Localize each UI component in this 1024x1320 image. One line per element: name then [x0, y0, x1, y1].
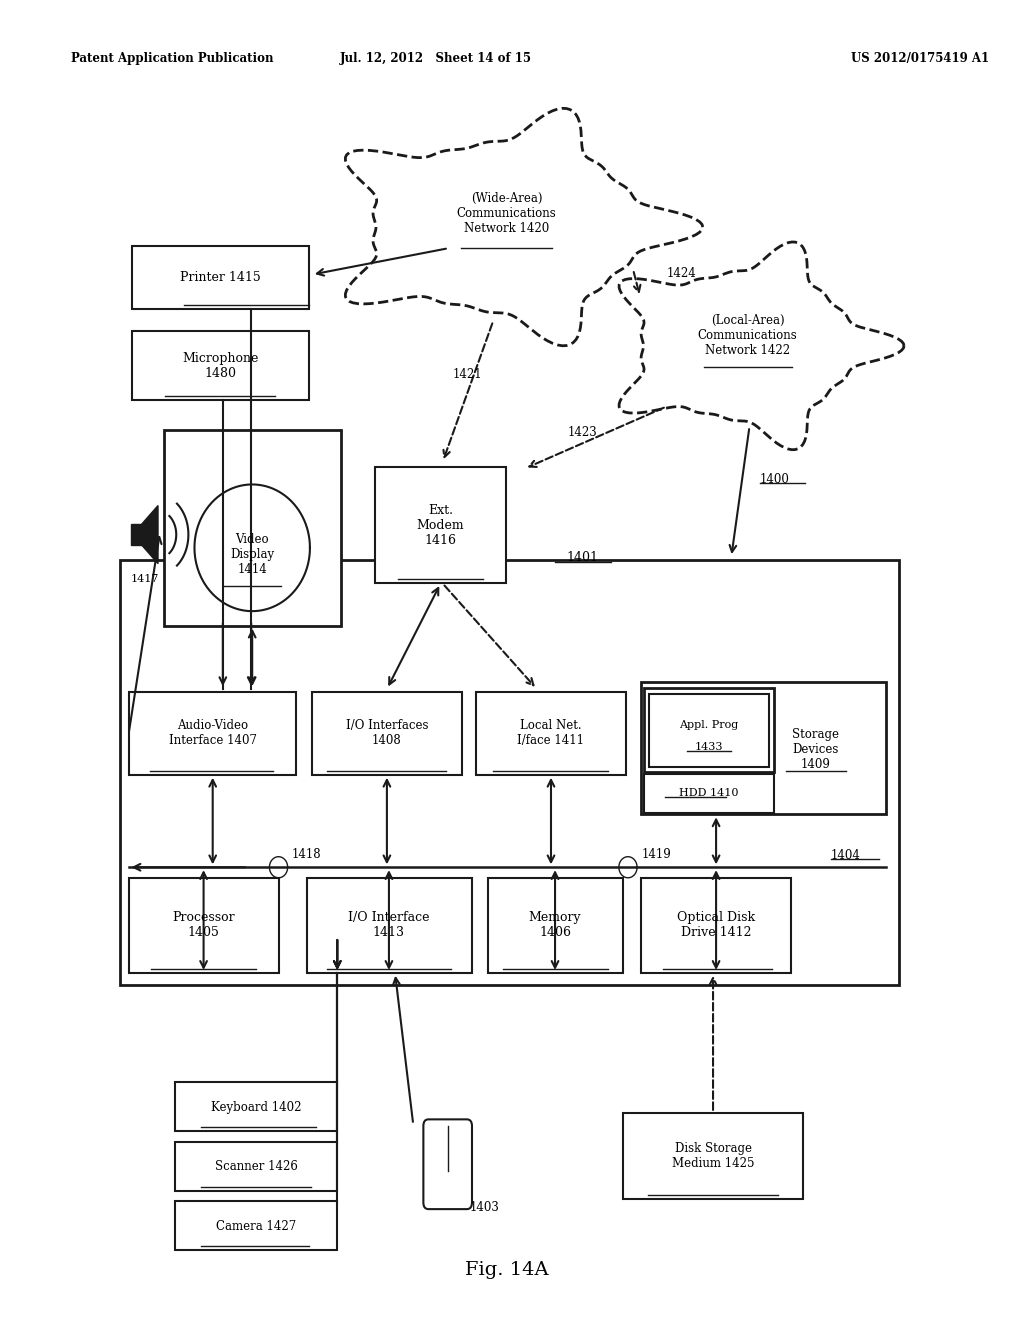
- Bar: [644, 688, 774, 772]
- Text: Storage
Devices
1409: Storage Devices 1409: [792, 729, 839, 771]
- Text: Ext.
Modem
1416: Ext. Modem 1416: [417, 504, 465, 546]
- Bar: [132, 331, 309, 400]
- Bar: [175, 1082, 337, 1131]
- Bar: [129, 692, 296, 775]
- Text: Jul. 12, 2012   Sheet 14 of 15: Jul. 12, 2012 Sheet 14 of 15: [340, 51, 531, 65]
- Text: Camera 1427: Camera 1427: [216, 1220, 296, 1233]
- Bar: [307, 878, 472, 973]
- Polygon shape: [620, 242, 904, 450]
- Text: 1424: 1424: [667, 267, 696, 280]
- Text: 1418: 1418: [292, 847, 322, 861]
- Text: Memory
1406: Memory 1406: [528, 911, 582, 940]
- Text: Keyboard 1402: Keyboard 1402: [211, 1101, 301, 1114]
- Text: Appl. Prog: Appl. Prog: [679, 719, 738, 730]
- Text: Patent Application Publication: Patent Application Publication: [71, 51, 273, 65]
- Bar: [132, 246, 309, 309]
- Text: 1400: 1400: [760, 473, 790, 486]
- Text: (Wide-Area)
Communications
Network 1420: (Wide-Area) Communications Network 1420: [457, 193, 556, 235]
- Text: 1401: 1401: [566, 550, 598, 564]
- Bar: [641, 682, 886, 814]
- Text: 1433: 1433: [694, 742, 723, 752]
- Text: Fig. 14A: Fig. 14A: [465, 1261, 548, 1279]
- Text: 1421: 1421: [453, 368, 482, 381]
- Bar: [641, 878, 791, 973]
- Bar: [644, 774, 774, 813]
- Bar: [129, 878, 279, 973]
- Text: 1423: 1423: [567, 426, 597, 440]
- Polygon shape: [141, 506, 158, 564]
- Bar: [175, 1142, 337, 1191]
- Bar: [375, 467, 507, 583]
- Text: Optical Disk
Drive 1412: Optical Disk Drive 1412: [677, 911, 755, 940]
- Polygon shape: [345, 108, 702, 346]
- Text: Processor
1405: Processor 1405: [172, 911, 234, 940]
- Text: Audio-Video
Interface 1407: Audio-Video Interface 1407: [169, 718, 257, 747]
- Text: US 2012/0175419 A1: US 2012/0175419 A1: [851, 51, 989, 65]
- Bar: [312, 692, 462, 775]
- Text: Scanner 1426: Scanner 1426: [215, 1160, 298, 1173]
- FancyBboxPatch shape: [423, 1119, 472, 1209]
- Text: Printer 1415: Printer 1415: [180, 271, 261, 284]
- Text: Disk Storage
Medium 1425: Disk Storage Medium 1425: [672, 1142, 755, 1171]
- Bar: [120, 560, 899, 985]
- Text: Local Net.
I/face 1411: Local Net. I/face 1411: [517, 718, 585, 747]
- Bar: [164, 430, 341, 626]
- Bar: [175, 1201, 337, 1250]
- Text: Video
Display
1414: Video Display 1414: [230, 533, 274, 576]
- Bar: [649, 694, 769, 767]
- Text: 1417: 1417: [131, 574, 159, 585]
- Text: HDD 1410: HDD 1410: [679, 788, 738, 799]
- Text: I/O Interface
1413: I/O Interface 1413: [348, 911, 430, 940]
- Polygon shape: [131, 524, 141, 545]
- Text: 1403: 1403: [469, 1201, 499, 1214]
- Text: I/O Interfaces
1408: I/O Interfaces 1408: [346, 718, 428, 747]
- Text: 1419: 1419: [641, 847, 671, 861]
- Bar: [476, 692, 626, 775]
- Text: (Local-Area)
Communications
Network 1422: (Local-Area) Communications Network 1422: [697, 314, 798, 356]
- Text: Microphone
1480: Microphone 1480: [182, 351, 259, 380]
- Text: 1404: 1404: [830, 849, 860, 862]
- Bar: [488, 878, 623, 973]
- Bar: [623, 1113, 803, 1199]
